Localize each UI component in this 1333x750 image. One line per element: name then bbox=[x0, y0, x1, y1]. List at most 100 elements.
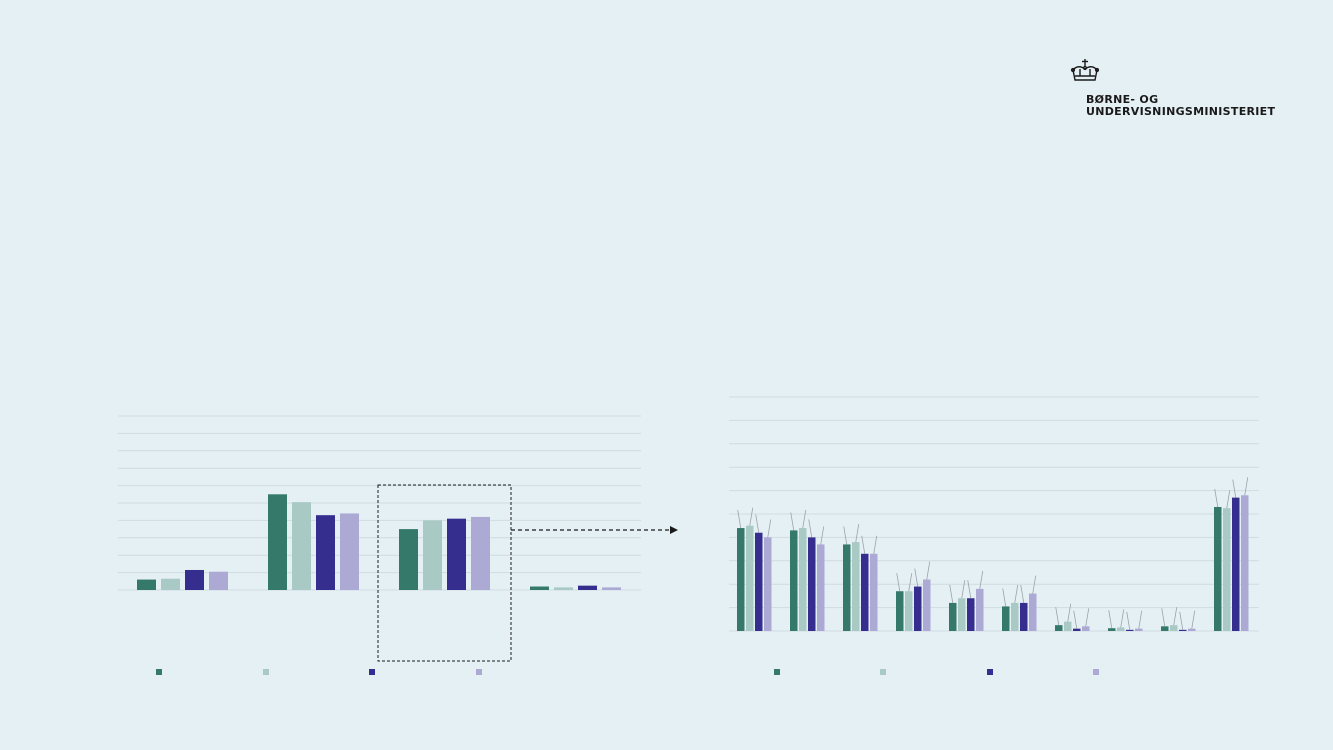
label-leader-line bbox=[820, 526, 825, 545]
bar bbox=[817, 544, 825, 631]
label-leader-line bbox=[802, 509, 807, 529]
bar bbox=[554, 587, 573, 590]
label-leader-line bbox=[967, 580, 972, 599]
right-bar-chart bbox=[729, 396, 1259, 675]
label-leader-line bbox=[1244, 477, 1249, 496]
bar bbox=[896, 591, 904, 631]
bar bbox=[799, 528, 807, 631]
label-leader-line bbox=[1191, 610, 1196, 629]
bar bbox=[1064, 621, 1072, 631]
label-leader-line bbox=[1014, 584, 1019, 603]
bar bbox=[1188, 628, 1196, 631]
bar bbox=[530, 586, 549, 590]
bar bbox=[1011, 602, 1019, 631]
zoom-connector bbox=[511, 526, 678, 534]
label-leader-line bbox=[1067, 603, 1072, 622]
bar bbox=[185, 569, 204, 590]
legend-marker bbox=[369, 669, 375, 675]
bar bbox=[967, 598, 975, 631]
bar bbox=[316, 515, 335, 590]
label-leader-line bbox=[1002, 588, 1007, 607]
label-leader-line bbox=[961, 580, 966, 599]
bar bbox=[602, 587, 621, 590]
legend-marker bbox=[1093, 669, 1099, 675]
bar bbox=[905, 591, 913, 631]
bar bbox=[914, 586, 922, 631]
bar bbox=[1232, 497, 1240, 631]
label-leader-line bbox=[908, 573, 913, 592]
bar bbox=[1161, 626, 1169, 631]
label-leader-line bbox=[808, 519, 813, 538]
highlight-box bbox=[377, 484, 512, 662]
bar bbox=[1241, 495, 1249, 631]
label-leader-line bbox=[1179, 611, 1184, 630]
label-leader-line bbox=[790, 512, 795, 531]
label-leader-line bbox=[1108, 610, 1113, 629]
label-leader-line bbox=[1214, 488, 1219, 508]
bar bbox=[976, 588, 984, 631]
bar bbox=[1108, 628, 1116, 631]
legend-marker bbox=[263, 669, 269, 675]
label-leader-line bbox=[1226, 490, 1231, 509]
ministry-name: BØRNE- OG UNDERVISNINGSMINISTERIET bbox=[1086, 94, 1275, 118]
bar bbox=[808, 537, 816, 631]
ministry-name-line1: BØRNE- OG bbox=[1086, 93, 1159, 106]
label-leader-line bbox=[1120, 609, 1125, 628]
bar bbox=[1029, 593, 1037, 631]
left-bar-chart bbox=[118, 415, 641, 675]
bar bbox=[1214, 506, 1222, 631]
bar bbox=[843, 544, 851, 631]
bar bbox=[1020, 602, 1028, 631]
bar bbox=[137, 579, 156, 590]
bar bbox=[755, 532, 763, 631]
bar bbox=[746, 525, 754, 631]
label-leader-line bbox=[1020, 584, 1025, 603]
bar bbox=[1073, 628, 1081, 631]
bar bbox=[737, 528, 745, 631]
label-leader-line bbox=[926, 561, 931, 580]
bar bbox=[578, 585, 597, 590]
bar bbox=[1117, 627, 1125, 631]
bar bbox=[209, 571, 228, 590]
bar bbox=[1082, 626, 1090, 631]
bar bbox=[447, 518, 466, 590]
bar bbox=[399, 529, 418, 590]
bar bbox=[1055, 625, 1063, 631]
label-leader-line bbox=[1232, 479, 1237, 498]
legend-marker bbox=[156, 669, 162, 675]
bar bbox=[1002, 606, 1010, 631]
bar bbox=[852, 542, 860, 631]
arrow-head-icon bbox=[670, 526, 678, 534]
label-leader-line bbox=[896, 573, 901, 592]
legend-marker bbox=[774, 669, 780, 675]
bar bbox=[161, 578, 180, 590]
bar bbox=[870, 553, 878, 631]
bar bbox=[1135, 628, 1143, 631]
bar bbox=[1179, 629, 1187, 631]
label-leader-line bbox=[1032, 575, 1037, 594]
label-leader-line bbox=[1173, 607, 1178, 626]
legend-marker bbox=[880, 669, 886, 675]
legend-marker bbox=[987, 669, 993, 675]
label-leader-line bbox=[979, 570, 984, 589]
label-leader-line bbox=[737, 509, 742, 529]
label-leader-line bbox=[949, 584, 954, 603]
label-leader-line bbox=[1126, 611, 1131, 630]
label-leader-line bbox=[1073, 610, 1078, 629]
bar bbox=[949, 602, 957, 631]
ministry-name-line2: UNDERVISNINGSMINISTERIET bbox=[1086, 105, 1276, 118]
bar bbox=[292, 502, 311, 590]
label-leader-line bbox=[861, 535, 866, 554]
bar bbox=[958, 598, 966, 631]
label-leader-line bbox=[755, 514, 760, 533]
bar bbox=[1223, 508, 1231, 631]
label-leader-line bbox=[873, 535, 878, 554]
crown-icon bbox=[1070, 59, 1100, 81]
label-leader-line bbox=[1138, 610, 1143, 629]
label-leader-line bbox=[1085, 608, 1090, 627]
label-leader-line bbox=[1055, 607, 1060, 626]
label-leader-line bbox=[914, 568, 919, 587]
label-leader-line bbox=[855, 524, 860, 543]
bar bbox=[861, 553, 869, 631]
